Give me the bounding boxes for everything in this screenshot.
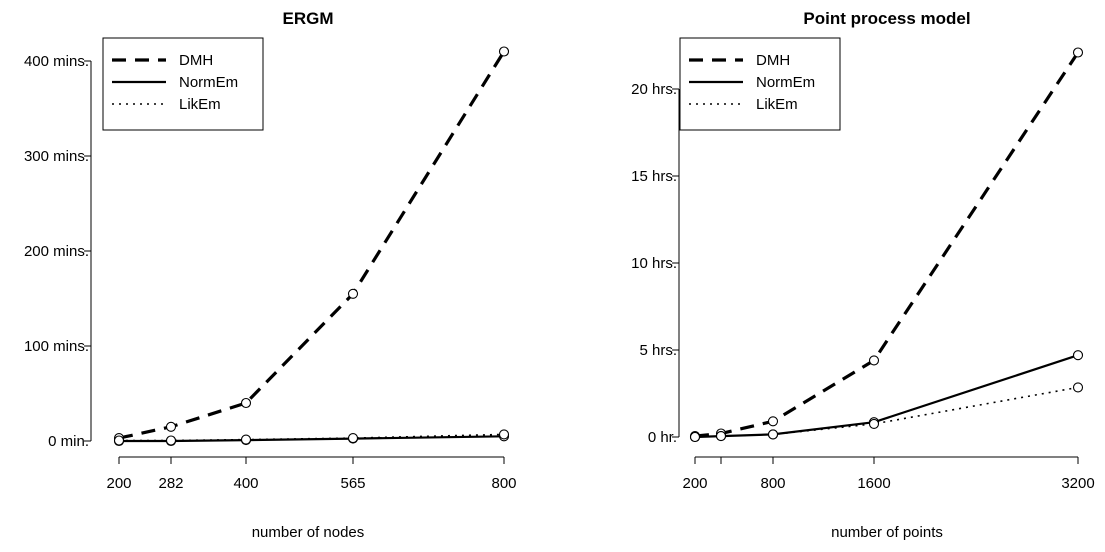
data-point-dmh bbox=[165, 421, 177, 432]
data-point-likem bbox=[113, 435, 125, 446]
data-point-likem bbox=[347, 433, 359, 444]
data-point-dmh bbox=[1072, 47, 1084, 58]
x-axis-label: number of points bbox=[831, 524, 943, 541]
data-point-likem bbox=[689, 431, 701, 443]
chart-title: ERGM bbox=[283, 9, 334, 28]
legend-label-dmh: DMH bbox=[756, 52, 790, 69]
series-line-dmh bbox=[118, 50, 506, 440]
y-tick-label: 10 hrs. bbox=[631, 255, 677, 272]
data-point-dmh bbox=[868, 355, 880, 366]
data-point-likem bbox=[165, 435, 177, 446]
y-tick-label: 200 mins. bbox=[24, 243, 89, 260]
legend: DMH NormEm LikEm bbox=[679, 37, 841, 131]
legend: DMH NormEm LikEm bbox=[102, 37, 264, 131]
legend-label-likem: LikEm bbox=[756, 96, 798, 113]
chart-panel-1: ERGM 0 min. 100 mins. 200 mins. 300 mins. 400… bbox=[24, 9, 517, 541]
data-point-likem bbox=[868, 418, 880, 429]
data-point-likem bbox=[767, 429, 779, 440]
x-tick-label: 400 bbox=[233, 475, 258, 492]
data-point-dmh bbox=[498, 46, 510, 57]
y-tick-label: 300 mins. bbox=[24, 148, 89, 165]
legend-label-normem: NormEm bbox=[179, 74, 238, 91]
data-point-dmh bbox=[240, 397, 252, 409]
chart-panel-2: Point process model 0 hr. 5 hrs. 10 hrs. 15 … bbox=[631, 9, 1095, 541]
y-tick-label: 20 hrs. bbox=[631, 81, 677, 98]
y-tick-label: 0 min. bbox=[48, 433, 89, 450]
series-line-likem bbox=[694, 386, 1079, 438]
legend-box bbox=[679, 37, 841, 131]
data-point-dmh bbox=[767, 416, 779, 427]
data-point-normem bbox=[1072, 350, 1084, 361]
x-tick-label: 200 bbox=[682, 475, 707, 492]
y-tick-label: 400 mins. bbox=[24, 53, 89, 70]
x-tick-label: 200 bbox=[106, 475, 131, 492]
data-point-likem bbox=[498, 429, 510, 440]
x-tick-label: 800 bbox=[760, 475, 785, 492]
x-tick-label: 565 bbox=[340, 475, 365, 492]
x-tick-label: 1600 bbox=[857, 475, 890, 492]
x-tick-label: 282 bbox=[158, 475, 183, 492]
legend-box bbox=[102, 37, 264, 131]
x-axis-label: number of nodes bbox=[252, 524, 365, 541]
legend-label-dmh: DMH bbox=[179, 52, 213, 69]
y-tick-label: 5 hrs. bbox=[639, 342, 677, 359]
y-tick-label: 0 hr. bbox=[648, 429, 677, 446]
data-point-likem bbox=[1072, 382, 1084, 393]
data-point-likem bbox=[715, 431, 727, 442]
x-tick-label: 800 bbox=[491, 475, 516, 492]
chart-title: Point process model bbox=[803, 9, 970, 28]
data-point-likem bbox=[240, 434, 252, 445]
y-tick-label: 100 mins. bbox=[24, 338, 89, 355]
y-tick-label: 15 hrs. bbox=[631, 168, 677, 185]
legend-label-likem: LikEm bbox=[179, 96, 221, 113]
legend-label-normem: NormEm bbox=[756, 74, 815, 91]
x-tick-label: 3200 bbox=[1061, 475, 1094, 492]
data-point-dmh bbox=[347, 288, 359, 299]
